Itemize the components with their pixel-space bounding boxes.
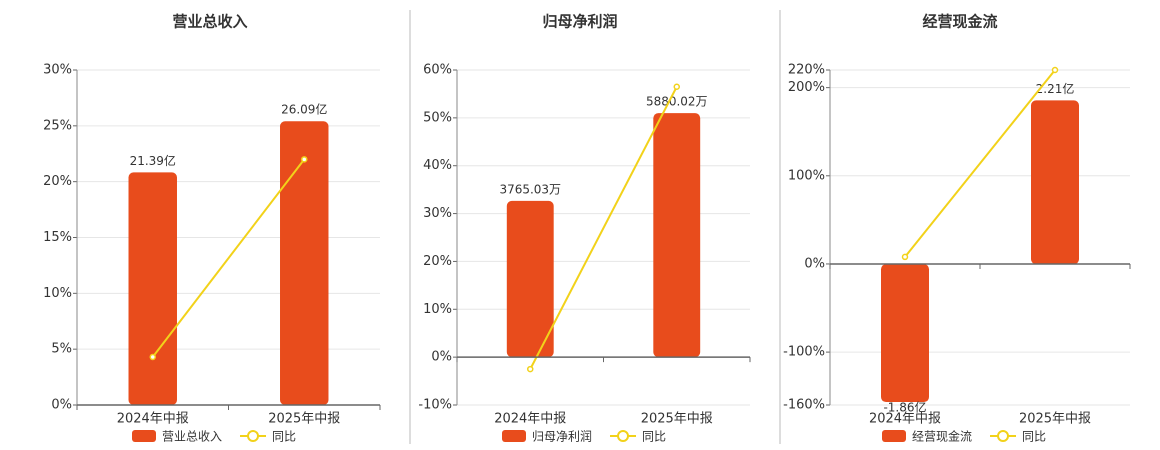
legend-marker bbox=[247, 430, 260, 442]
y-tick-label: 220% bbox=[788, 63, 825, 78]
y-tick-label: -100% bbox=[783, 345, 825, 360]
y-tick-label: 5% bbox=[51, 342, 72, 357]
line-point bbox=[673, 83, 680, 90]
line bbox=[529, 86, 678, 370]
legend-label: 同比 bbox=[272, 430, 296, 444]
data-label: 5880.02万 bbox=[646, 95, 708, 109]
bar bbox=[280, 121, 329, 406]
y-tick-label: 10% bbox=[43, 286, 72, 301]
y-tick-label: 30% bbox=[423, 206, 452, 221]
y-tick-label: 10% bbox=[423, 302, 452, 317]
x-tick-label: 2025年中报 bbox=[268, 412, 340, 427]
legend-swatch bbox=[882, 430, 906, 442]
line bbox=[151, 158, 306, 358]
y-tick-label: 25% bbox=[43, 118, 72, 133]
data-label: -1.86亿 bbox=[883, 400, 926, 415]
y-tick-label: 0% bbox=[51, 398, 72, 413]
x-tick-label: 2024年中报 bbox=[117, 412, 189, 427]
x-tick-label: 2024年中报 bbox=[869, 412, 941, 427]
y-tick-label: 50% bbox=[423, 110, 452, 125]
data-label: 21.39亿 bbox=[130, 153, 176, 168]
line-point bbox=[1051, 66, 1059, 74]
legend-label: 经营现金流 bbox=[912, 429, 972, 444]
legend-label: 营业总收入 bbox=[162, 430, 222, 444]
legend-label: 同比 bbox=[1022, 430, 1046, 444]
line bbox=[904, 69, 1056, 258]
legend-marker bbox=[617, 430, 630, 442]
line-point bbox=[527, 365, 534, 373]
y-tick-label: 0% bbox=[804, 256, 825, 271]
chart-title: 营业总收入 bbox=[172, 13, 247, 31]
y-tick-label: 0% bbox=[431, 350, 452, 365]
legend-swatch bbox=[132, 430, 156, 442]
line-point bbox=[149, 353, 156, 361]
chart-title: 归母净利润 bbox=[542, 13, 617, 31]
legend-swatch bbox=[502, 430, 526, 442]
line-point bbox=[301, 156, 308, 163]
chart-title: 经营现金流 bbox=[922, 13, 997, 31]
y-tick-label: 20% bbox=[43, 174, 72, 189]
bar bbox=[506, 200, 554, 358]
y-tick-label: -10% bbox=[418, 398, 452, 413]
y-tick-label: 15% bbox=[43, 230, 72, 245]
y-tick-label: 30% bbox=[43, 63, 72, 78]
data-label: 26.09亿 bbox=[281, 102, 327, 117]
bar bbox=[881, 264, 929, 403]
y-tick-label: 20% bbox=[423, 254, 452, 269]
legend-label: 归母净利润 bbox=[532, 430, 592, 444]
data-label: 2.21亿 bbox=[1036, 81, 1075, 96]
y-tick-label: 100% bbox=[788, 168, 825, 183]
legend-label: 同比 bbox=[642, 430, 666, 444]
legend-marker bbox=[997, 430, 1010, 442]
x-tick-label: 2025年中报 bbox=[1019, 412, 1091, 427]
y-tick-label: -160% bbox=[783, 398, 825, 413]
bar bbox=[1031, 100, 1079, 265]
bar bbox=[128, 172, 177, 405]
y-tick-label: 40% bbox=[423, 158, 452, 173]
y-tick-label: 60% bbox=[423, 63, 452, 78]
line-point bbox=[901, 253, 909, 261]
x-tick-label: 2024年中报 bbox=[494, 412, 566, 427]
x-tick-label: 2025年中报 bbox=[641, 412, 713, 427]
y-tick-label: 200% bbox=[788, 80, 825, 95]
bar bbox=[653, 113, 701, 358]
data-label: 3765.03万 bbox=[499, 182, 561, 196]
